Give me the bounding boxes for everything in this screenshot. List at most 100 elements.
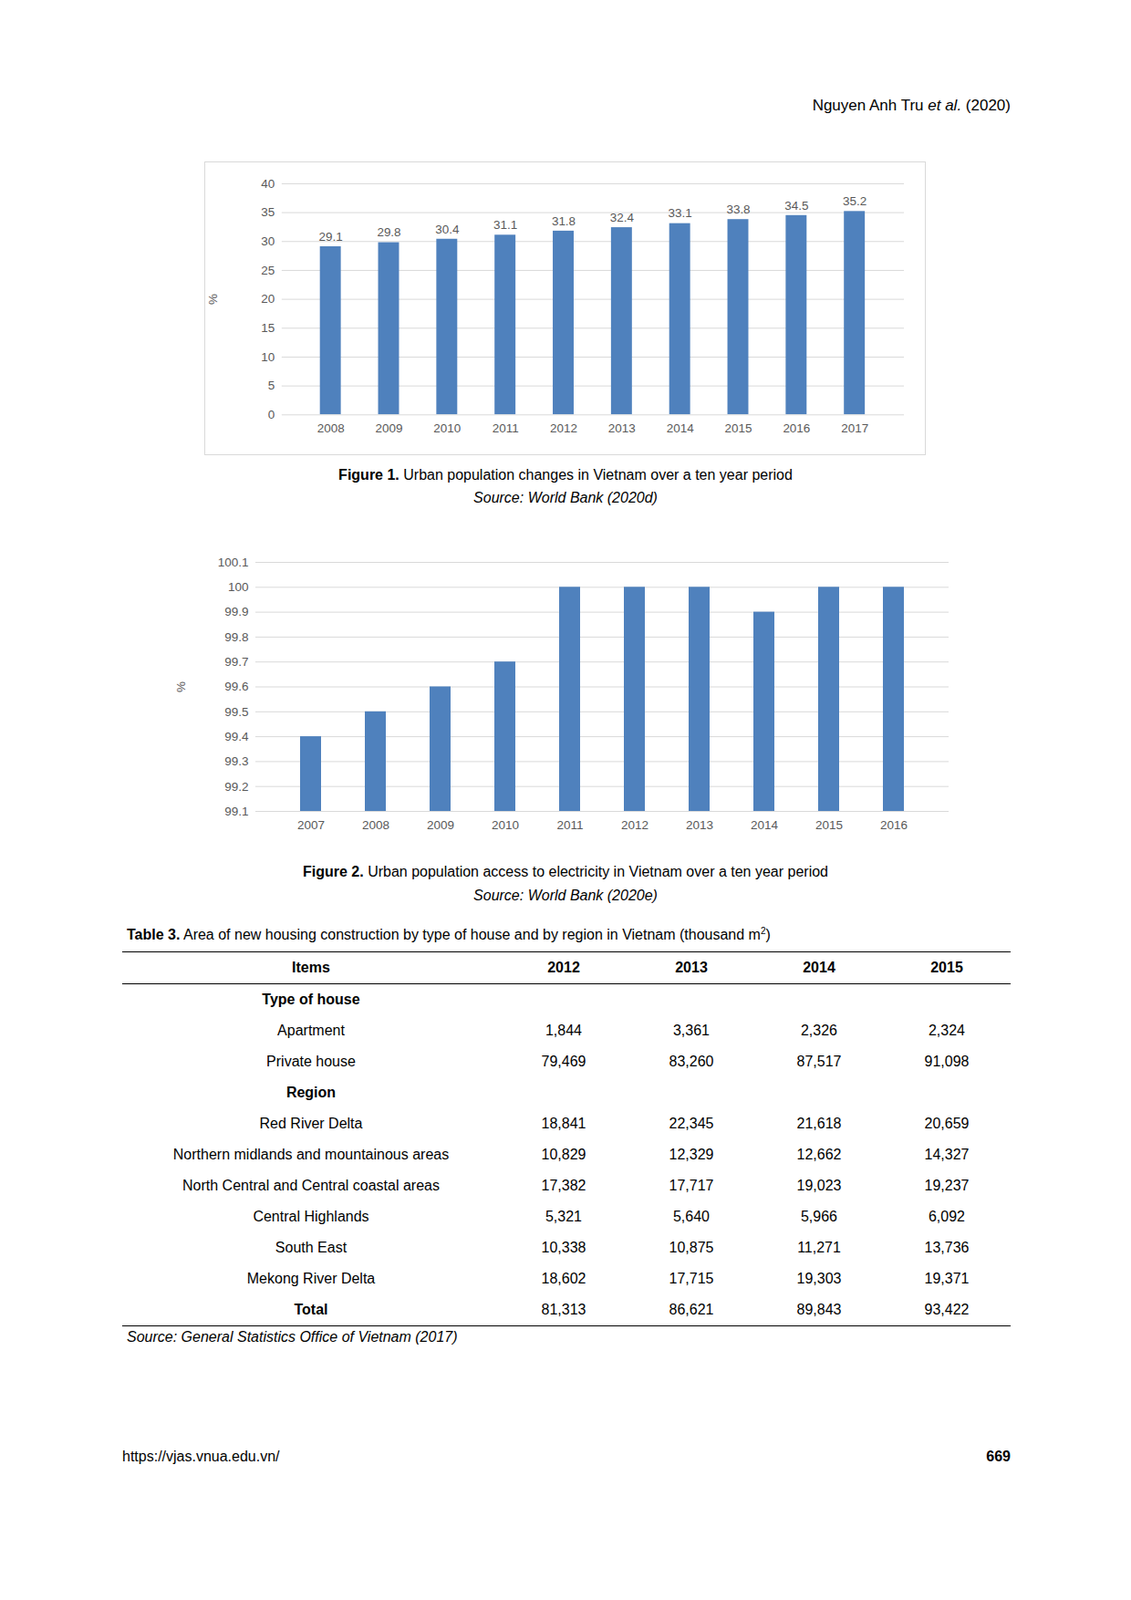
svg-text:29.1: 29.1 [319,229,343,244]
html-text:2012: 2012 [547,959,580,976]
html-text:South East: South East [275,1239,347,1256]
html-text:17,717: 17,717 [669,1177,714,1194]
svg-text:30: 30 [260,234,275,249]
html-text:10,829: 10,829 [541,1146,587,1163]
svg-text:%: % [206,293,220,305]
html-text:5,966: 5,966 [800,1208,838,1225]
svg-text:20: 20 [260,291,275,306]
html-text:Apartment: Apartment [277,1022,345,1038]
svg-text:99.8: 99.8 [224,630,249,644]
svg-text:99.3: 99.3 [224,754,249,768]
html-text:Figure 2. Urban population acc: Figure 2. Urban population access to ele… [302,863,829,880]
svg-text:5: 5 [268,378,275,393]
html-text:11,271: 11,271 [797,1239,841,1256]
svg-text:0: 0 [268,407,275,422]
html-text:13,736: 13,736 [924,1239,970,1256]
svg-text:99.5: 99.5 [224,705,249,719]
html-text:93,422: 93,422 [924,1301,970,1318]
svg-text:2017: 2017 [840,421,869,436]
html-text:3,361: 3,361 [673,1022,710,1038]
html-text:Table 3. Area of new housing c: Table 3. Area of new housing constructio… [126,925,771,943]
html-text:Mekong River Delta: Mekong River Delta [246,1270,376,1287]
svg-text:33.8: 33.8 [726,202,750,217]
html-text:2015: 2015 [930,959,963,976]
html-text:19,303: 19,303 [796,1270,842,1287]
svg-text:35.2: 35.2 [842,194,867,208]
html-text:2014: 2014 [802,959,836,976]
html-text:2,326: 2,326 [800,1022,838,1038]
html-text:86,621: 86,621 [669,1301,714,1318]
svg-text:25: 25 [260,263,275,278]
svg-text:30.4: 30.4 [435,222,460,237]
svg-text:99.2: 99.2 [224,779,249,794]
html-text:19,237: 19,237 [924,1177,970,1194]
html-text:North Central and Central coas: North Central and Central coastal areas [182,1177,440,1194]
html-text:Total: Total [294,1301,328,1318]
html-text:Source: General Statistics Off: Source: General Statistics Office of Vie… [126,1328,458,1345]
svg-text:40: 40 [260,176,275,191]
svg-text:33.1: 33.1 [668,206,693,220]
svg-text:2016: 2016 [782,421,810,436]
svg-text:100.1: 100.1 [217,555,250,570]
html-text:14,327: 14,327 [924,1146,970,1163]
html-text:1,844: 1,844 [545,1022,582,1038]
svg-text:99.6: 99.6 [224,679,249,694]
html-text:Source: World Bank (2020d): Source: World Bank (2020d) [473,489,658,506]
html-text:18,602: 18,602 [541,1270,587,1287]
svg-text:2011: 2011 [492,421,519,436]
html-text:17,382: 17,382 [541,1177,587,1194]
html-text:2013: 2013 [675,959,708,976]
svg-text:29.8: 29.8 [376,225,401,239]
svg-text:99.1: 99.1 [224,804,249,819]
svg-text:2015: 2015 [815,818,843,832]
svg-text:31.1: 31.1 [493,217,518,232]
svg-text:2008: 2008 [362,818,390,832]
svg-text:2014: 2014 [666,421,695,436]
svg-text:2008: 2008 [317,421,345,436]
html-text:81,313: 81,313 [541,1301,587,1318]
svg-text:%: % [174,681,188,693]
svg-text:99.7: 99.7 [224,654,249,669]
html-text:12,662: 12,662 [796,1146,842,1163]
html-text:6,092: 6,092 [928,1208,965,1225]
html-text:Source: World Bank (2020e): Source: World Bank (2020e) [473,887,658,903]
html-text:89,843: 89,843 [796,1301,842,1318]
svg-text:100: 100 [228,580,250,594]
html-text:Items: Items [291,959,331,976]
svg-text:2016: 2016 [880,818,908,832]
svg-text:2007: 2007 [297,818,325,832]
svg-text:2014: 2014 [750,818,779,832]
svg-text:2010: 2010 [433,421,461,436]
html-text:Type of house: Type of house [262,991,360,1007]
svg-text:35: 35 [260,205,275,219]
html-text:Northern midlands and mountain: Northern midlands and mountainous areas [173,1146,449,1163]
svg-text:2010: 2010 [491,818,519,832]
svg-text:2012: 2012 [549,421,578,436]
svg-text:34.5: 34.5 [784,198,809,213]
svg-text:2011: 2011 [556,818,583,832]
html-text:10,875: 10,875 [669,1239,714,1256]
svg-text:99.4: 99.4 [224,729,250,744]
svg-text:99.9: 99.9 [224,604,249,619]
html-text:12,329: 12,329 [669,1146,714,1163]
svg-text:2015: 2015 [725,421,753,436]
svg-text:2013: 2013 [685,818,714,832]
html-text:5,640: 5,640 [673,1208,710,1225]
svg-text:10: 10 [260,350,275,364]
html-text:Nguyen Anh Tru et al. (2020): Nguyen Anh Tru et al. (2020) [812,96,1011,115]
html-text:Central Highlands: Central Highlands [253,1208,370,1225]
html-text:Figure 1. Urban population cha: Figure 1. Urban population changes in Vi… [338,466,793,483]
svg-text:2009: 2009 [426,818,455,832]
html-text:19,371: 19,371 [924,1270,970,1287]
svg-text:31.8: 31.8 [551,214,576,229]
svg-text:32.4: 32.4 [610,210,635,225]
html-text:19,023: 19,023 [796,1177,842,1194]
svg-text:2009: 2009 [375,421,404,436]
html-text:17,715: 17,715 [669,1270,714,1287]
svg-text:2012: 2012 [621,818,649,832]
html-text:5,321: 5,321 [545,1208,582,1225]
html-text:2,324: 2,324 [928,1022,965,1038]
svg-text:15: 15 [260,321,275,335]
svg-text:2013: 2013 [608,421,636,436]
html-text:10,338: 10,338 [541,1239,587,1256]
